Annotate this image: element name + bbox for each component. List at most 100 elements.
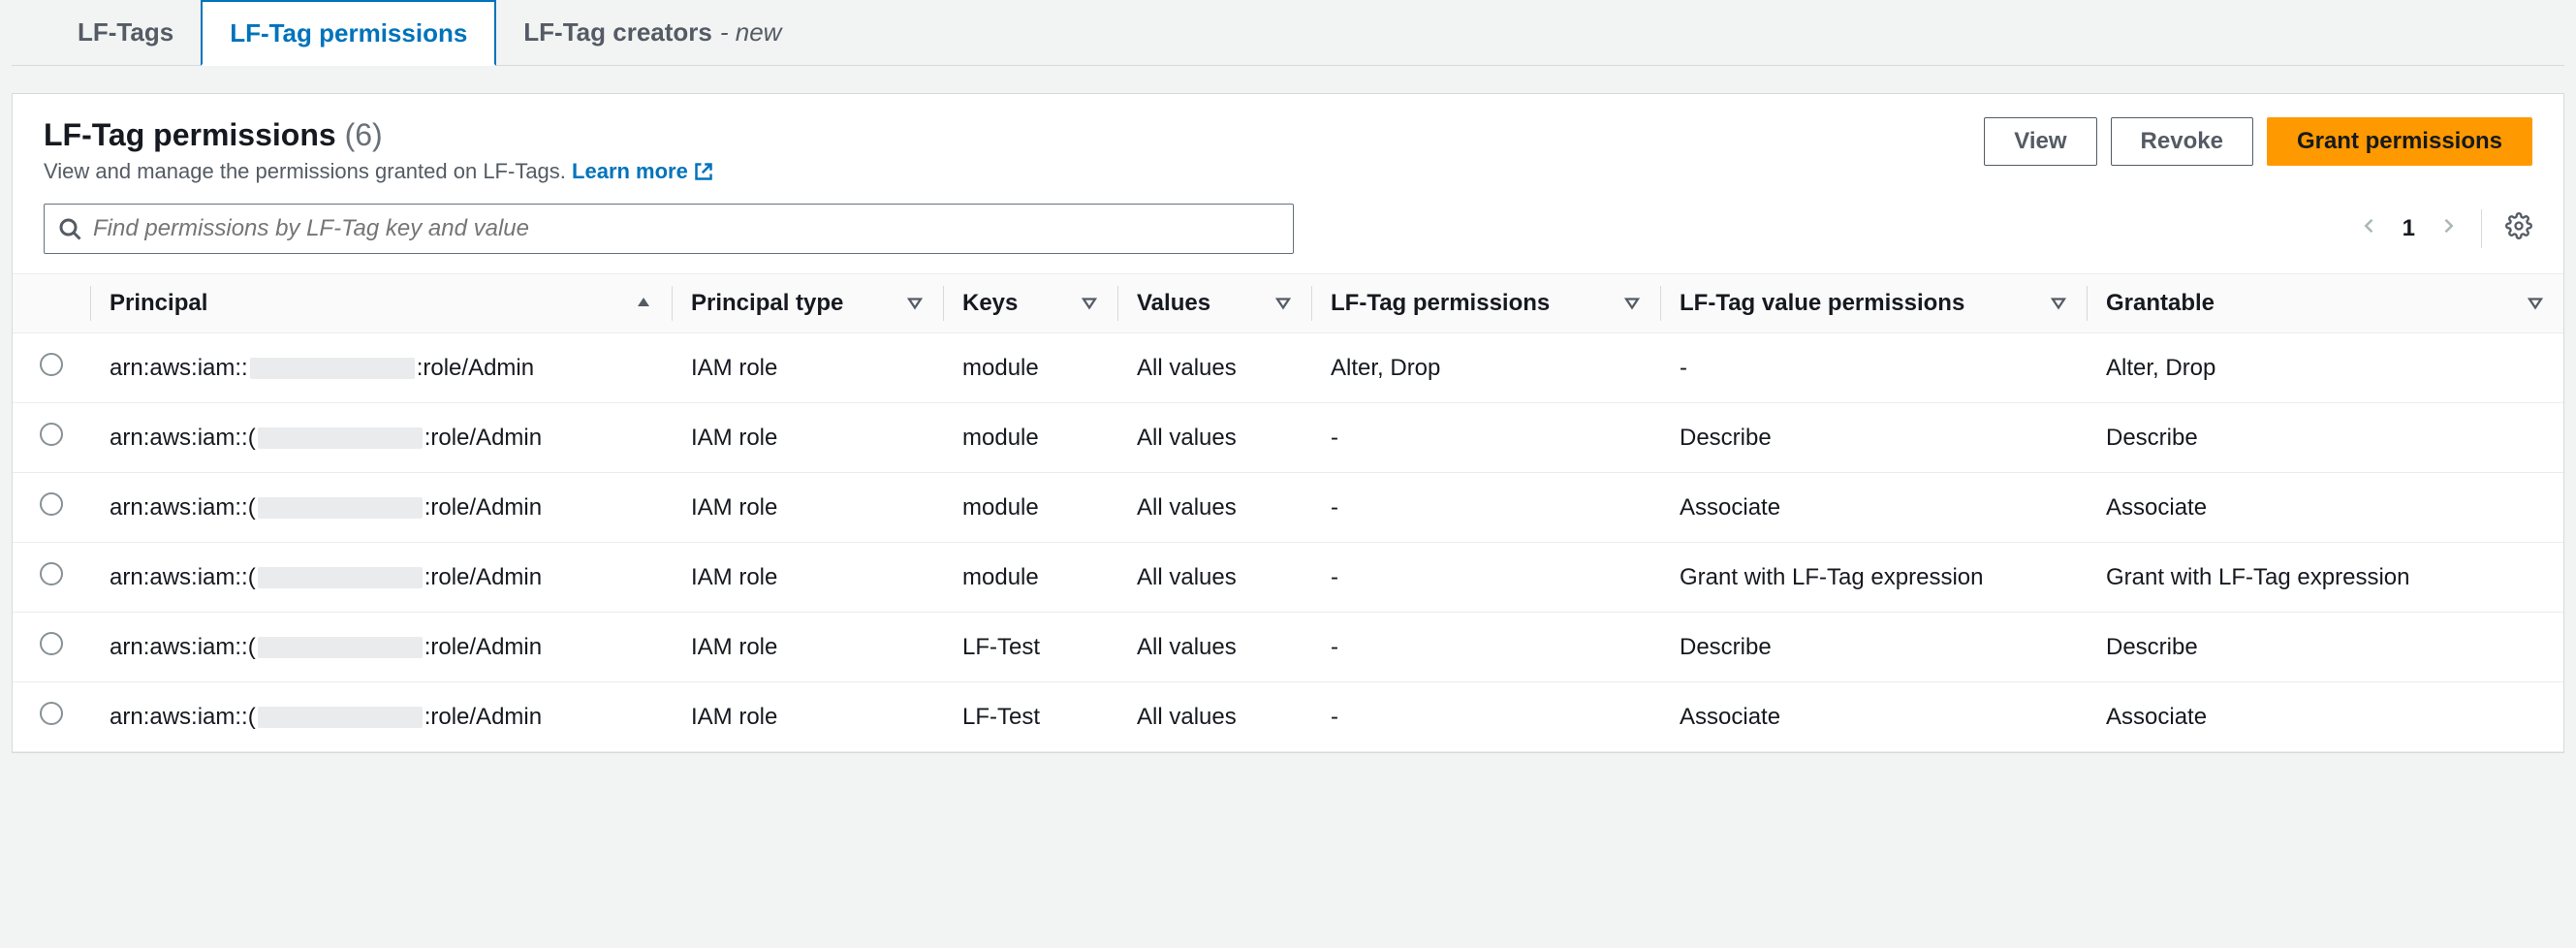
cell-grantable: Describe	[2087, 403, 2563, 473]
principal-prefix: arn:aws:iam::(	[110, 425, 256, 451]
subtitle-text: View and manage the permissions granted …	[44, 159, 566, 183]
divider	[2481, 209, 2482, 248]
redacted-account-id	[258, 637, 423, 658]
cell-principal-type: IAM role	[672, 333, 943, 403]
row-select-radio[interactable]	[40, 632, 63, 655]
revoke-button[interactable]: Revoke	[2111, 117, 2253, 166]
tab-lf-tag-creators[interactable]: LF-Tag creators - new	[496, 0, 808, 65]
search-icon	[58, 217, 81, 240]
row-select-radio[interactable]	[40, 353, 63, 376]
view-button[interactable]: View	[1984, 117, 2096, 166]
tab-bar: LF-Tags LF-Tag permissions LF-Tag creato…	[12, 0, 2564, 66]
col-select	[13, 274, 90, 333]
cell-values: All values	[1117, 682, 1311, 752]
cell-principal-type: IAM role	[672, 682, 943, 752]
cell-values: All values	[1117, 403, 1311, 473]
filter-icon	[2050, 295, 2067, 312]
cell-values: All values	[1117, 333, 1311, 403]
cell-grantable: Alter, Drop	[2087, 333, 2563, 403]
settings-button[interactable]	[2505, 212, 2532, 246]
page-subtitle: View and manage the permissions granted …	[44, 159, 713, 184]
cell-keys: module	[943, 543, 1117, 613]
redacted-account-id	[250, 358, 415, 379]
pagination: 1	[2360, 209, 2532, 248]
col-label: Values	[1137, 290, 1210, 317]
col-values[interactable]: Values	[1117, 274, 1311, 333]
page-next[interactable]	[2438, 215, 2458, 242]
filter-icon	[1081, 295, 1098, 312]
action-buttons: View Revoke Grant permissions	[1984, 117, 2532, 166]
tab-lf-tag-permissions[interactable]: LF-Tag permissions	[201, 0, 496, 66]
cell-keys: LF-Test	[943, 613, 1117, 682]
filter-icon	[1623, 295, 1641, 312]
col-label: Keys	[962, 290, 1018, 317]
table-row: arn:aws:iam::(:role/AdminIAM rolemoduleA…	[13, 473, 2563, 543]
row-select-radio[interactable]	[40, 423, 63, 446]
cell-permissions: -	[1311, 613, 1660, 682]
col-grantable[interactable]: Grantable	[2087, 274, 2563, 333]
cell-principal: arn:aws:iam::( :role/Admin	[90, 403, 672, 473]
col-label: Grantable	[2106, 290, 2215, 317]
cell-principal-type: IAM role	[672, 613, 943, 682]
tab-label: LF-Tag creators	[523, 17, 712, 47]
filter-icon	[906, 295, 924, 312]
cell-value-permissions: Grant with LF-Tag expression	[1660, 543, 2087, 613]
title-text: LF-Tag permissions	[44, 117, 336, 152]
col-lf-tag-permissions[interactable]: LF-Tag permissions	[1311, 274, 1660, 333]
gear-icon	[2505, 212, 2532, 239]
redacted-account-id	[258, 567, 423, 588]
principal-suffix: :role/Admin	[424, 704, 542, 730]
redacted-account-id	[258, 497, 423, 519]
table-row: arn:aws:iam::(:role/AdminIAM roleLF-Test…	[13, 682, 2563, 752]
grant-permissions-button[interactable]: Grant permissions	[2267, 117, 2532, 166]
redacted-account-id	[258, 707, 423, 728]
cell-principal: arn:aws:iam::(:role/Admin	[90, 473, 672, 543]
col-keys[interactable]: Keys	[943, 274, 1117, 333]
cell-principal-type: IAM role	[672, 543, 943, 613]
col-label: Principal	[110, 290, 207, 317]
search-input[interactable]	[93, 215, 1279, 242]
principal-suffix: :role/Admin	[424, 425, 542, 451]
row-select-radio[interactable]	[40, 492, 63, 516]
col-label: LF-Tag permissions	[1331, 290, 1550, 317]
table-row: arn:aws:iam:::role/AdminIAM rolemoduleAl…	[13, 333, 2563, 403]
title-count: (6)	[345, 117, 383, 152]
row-select-radio[interactable]	[40, 702, 63, 725]
permissions-table: Principal Principal type Keys	[13, 273, 2563, 752]
principal-suffix: :role/Admin	[424, 494, 542, 521]
row-select-radio[interactable]	[40, 562, 63, 585]
table-row: arn:aws:iam::(:role/AdminIAM roleLF-Test…	[13, 613, 2563, 682]
cell-principal: arn:aws:iam::(:role/Admin	[90, 613, 672, 682]
cell-values: All values	[1117, 543, 1311, 613]
principal-prefix: arn:aws:iam::	[110, 355, 248, 381]
cell-principal-type: IAM role	[672, 473, 943, 543]
toolbar: 1	[13, 204, 2563, 273]
col-principal[interactable]: Principal	[90, 274, 672, 333]
cell-values: All values	[1117, 473, 1311, 543]
cell-keys: LF-Test	[943, 682, 1117, 752]
tab-label: LF-Tag permissions	[230, 18, 467, 48]
principal-suffix: :role/Admin	[417, 355, 534, 381]
tab-label: LF-Tags	[78, 17, 173, 47]
learn-more-link[interactable]: Learn more	[572, 159, 713, 184]
table-row: arn:aws:iam::(:role/AdminIAM rolemoduleA…	[13, 403, 2563, 473]
filter-icon	[1274, 295, 1292, 312]
cell-principal: arn:aws:iam::(:role/Admin	[90, 682, 672, 752]
cell-grantable: Grant with LF-Tag expression	[2087, 543, 2563, 613]
filter-icon	[2527, 295, 2544, 312]
panel-header: LF-Tag permissions (6) View and manage t…	[13, 94, 2563, 204]
principal-suffix: :role/Admin	[424, 634, 542, 660]
page-prev[interactable]	[2360, 215, 2379, 242]
col-lf-tag-value-permissions[interactable]: LF-Tag value permissions	[1660, 274, 2087, 333]
cell-keys: module	[943, 333, 1117, 403]
search-box[interactable]	[44, 204, 1294, 254]
chevron-right-icon	[2438, 216, 2458, 236]
cell-value-permissions: Associate	[1660, 682, 2087, 752]
permissions-panel: LF-Tag permissions (6) View and manage t…	[12, 93, 2564, 753]
cell-keys: module	[943, 403, 1117, 473]
cell-permissions: -	[1311, 403, 1660, 473]
principal-suffix: :role/Admin	[424, 564, 542, 590]
tab-lf-tags[interactable]: LF-Tags	[50, 0, 201, 65]
col-principal-type[interactable]: Principal type	[672, 274, 943, 333]
cell-grantable: Associate	[2087, 682, 2563, 752]
